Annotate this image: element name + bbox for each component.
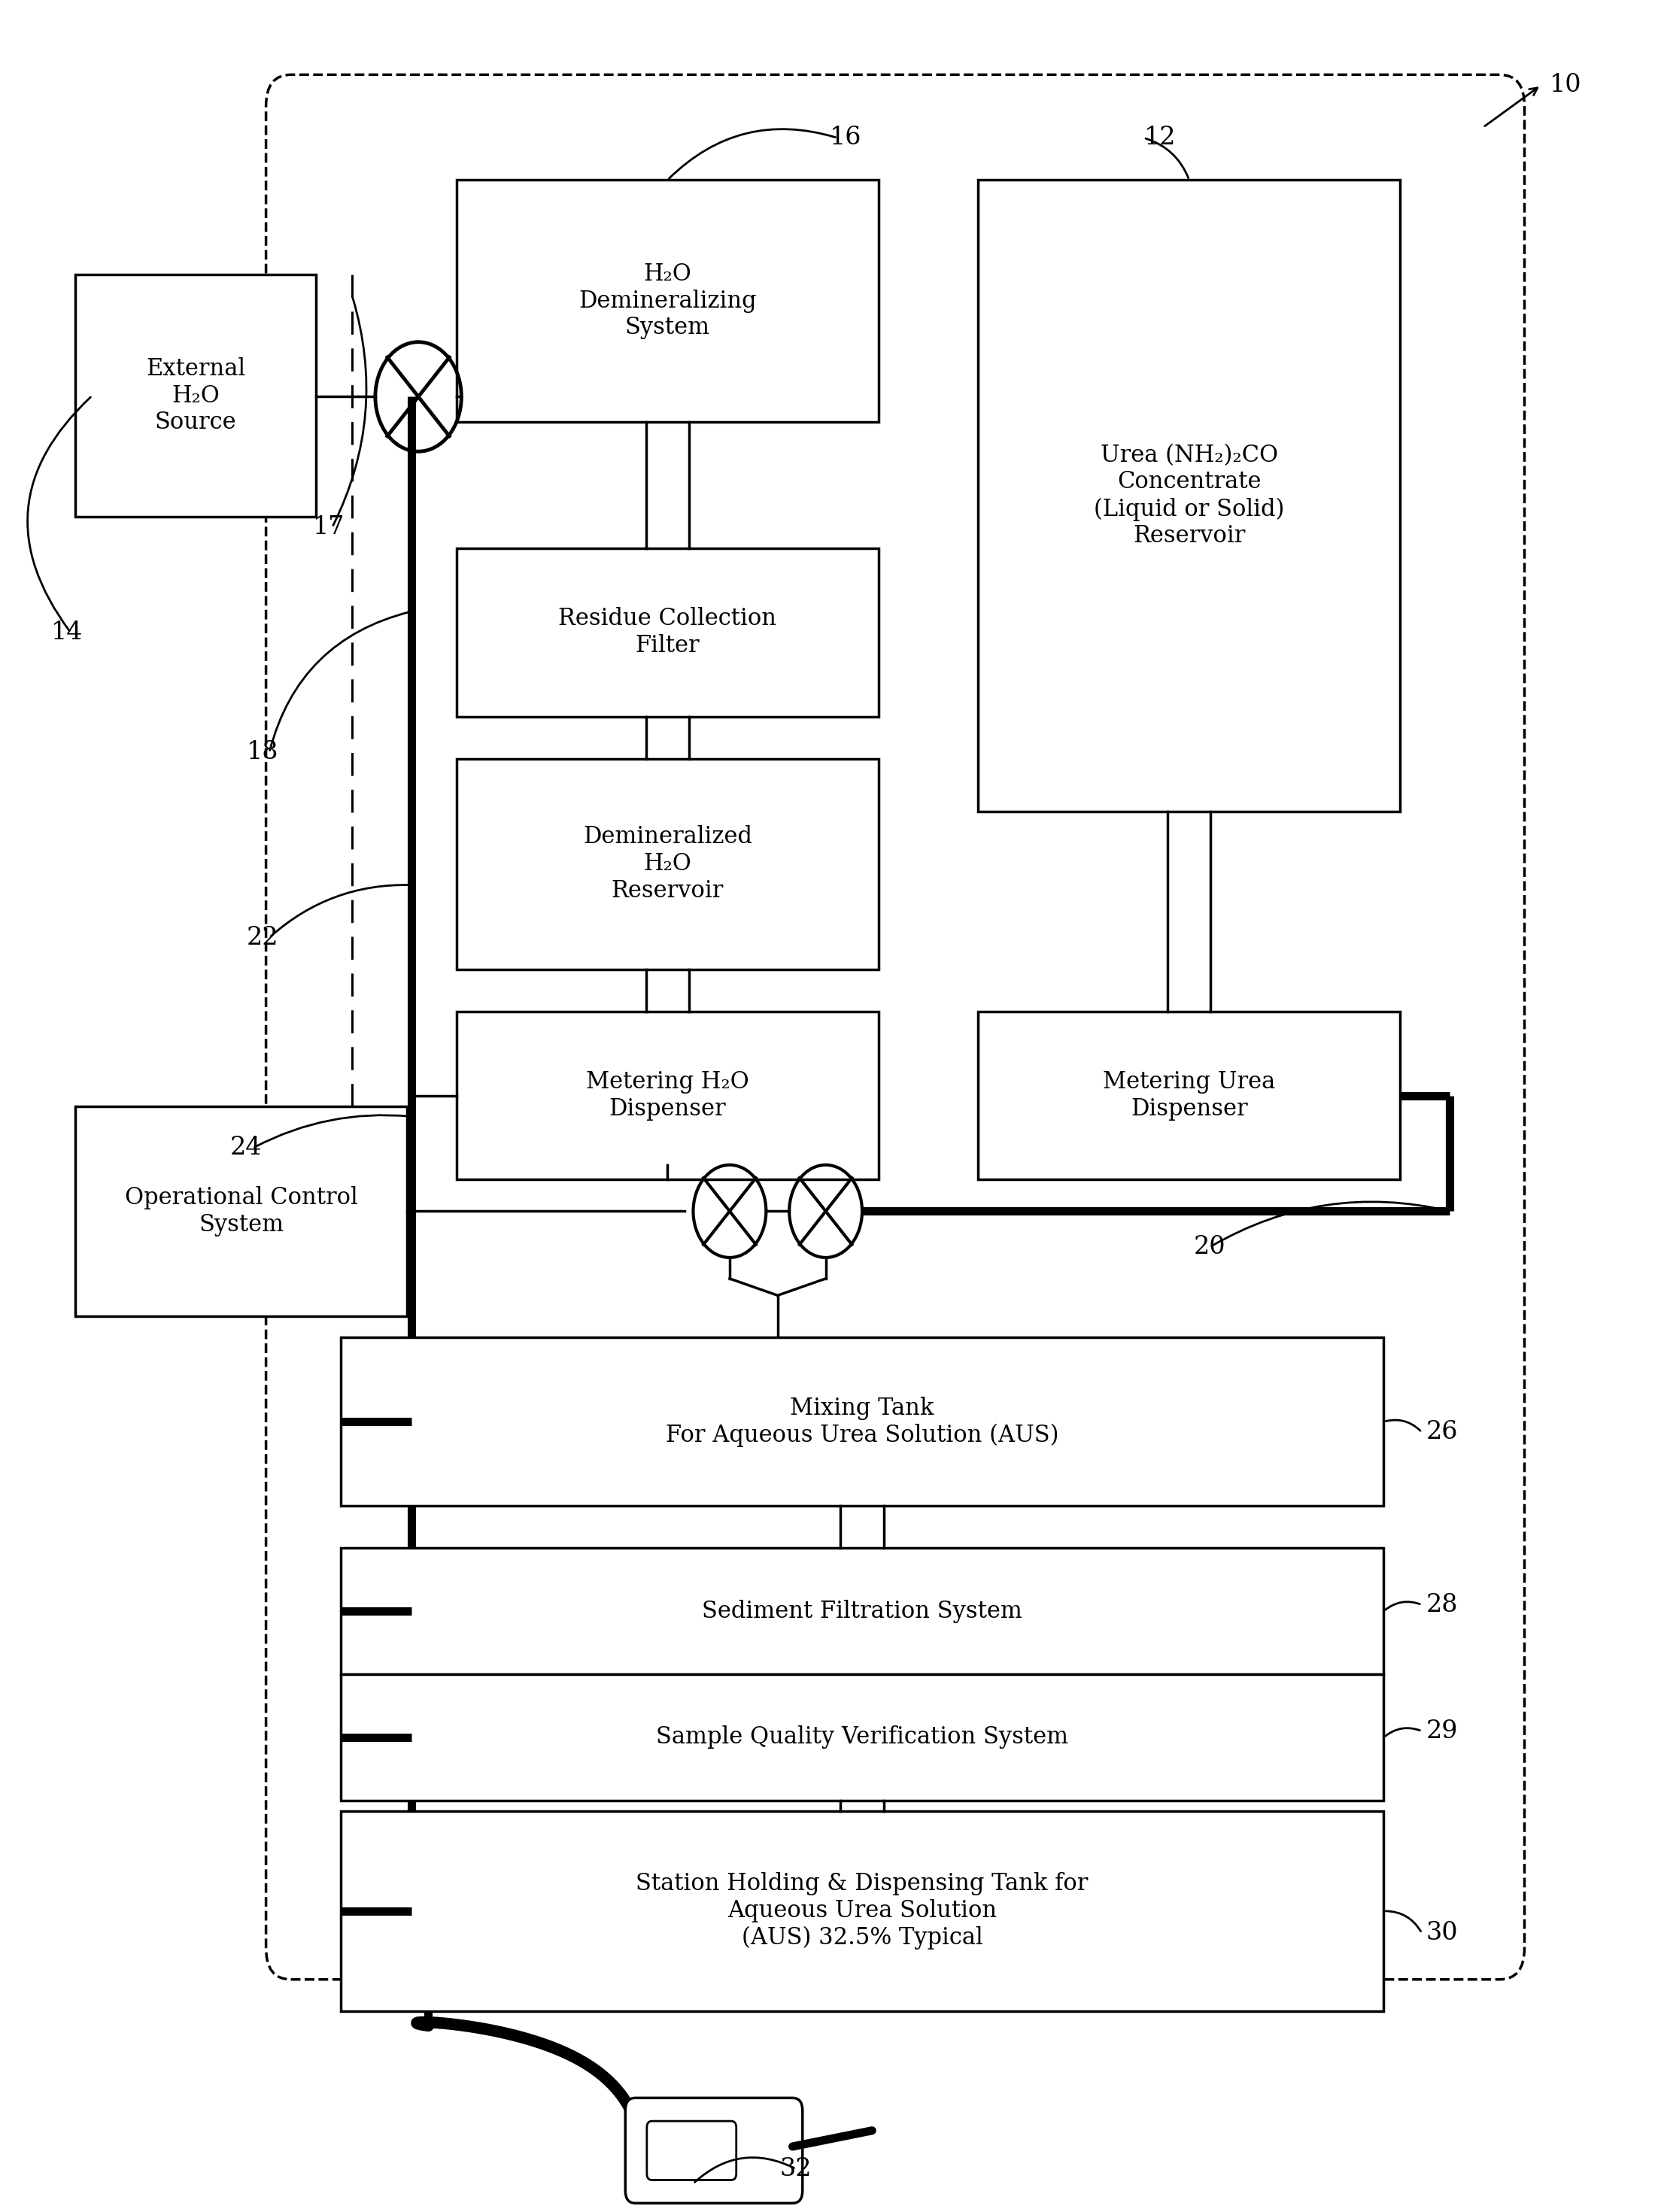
Text: 28: 28 xyxy=(1426,1593,1457,1617)
Text: Metering H₂O
Dispenser: Metering H₂O Dispenser xyxy=(585,1071,749,1121)
Text: 29: 29 xyxy=(1426,1719,1457,1743)
FancyArrowPatch shape xyxy=(270,885,410,936)
Text: 22: 22 xyxy=(247,925,279,949)
FancyArrowPatch shape xyxy=(1386,1601,1419,1610)
Text: Station Holding & Dispensing Tank for
Aqueous Urea Solution
(AUS) 32.5% Typical: Station Holding & Dispensing Tank for Aq… xyxy=(637,1871,1088,1949)
FancyBboxPatch shape xyxy=(456,549,879,717)
Text: Mixing Tank
For Aqueous Urea Solution (AUS): Mixing Tank For Aqueous Urea Solution (A… xyxy=(665,1396,1059,1447)
FancyBboxPatch shape xyxy=(625,2097,802,2203)
Text: 12: 12 xyxy=(1144,126,1176,150)
FancyBboxPatch shape xyxy=(456,179,879,422)
FancyArrowPatch shape xyxy=(1146,139,1189,177)
FancyBboxPatch shape xyxy=(76,1106,406,1316)
Text: 24: 24 xyxy=(230,1137,262,1159)
FancyBboxPatch shape xyxy=(647,2121,736,2181)
FancyArrowPatch shape xyxy=(333,299,366,524)
Text: Operational Control
System: Operational Control System xyxy=(124,1186,358,1237)
Text: Demineralized
H₂O
Reservoir: Demineralized H₂O Reservoir xyxy=(584,825,753,902)
Text: 18: 18 xyxy=(247,741,279,765)
FancyArrowPatch shape xyxy=(1386,1911,1421,1931)
FancyBboxPatch shape xyxy=(340,1812,1384,2011)
Text: External
H₂O
Source: External H₂O Source xyxy=(146,356,245,434)
Text: 17: 17 xyxy=(313,515,345,540)
FancyBboxPatch shape xyxy=(76,274,315,518)
Text: 30: 30 xyxy=(1426,1920,1457,1944)
FancyBboxPatch shape xyxy=(340,1548,1384,1674)
Text: Residue Collection
Filter: Residue Collection Filter xyxy=(559,608,776,657)
FancyArrowPatch shape xyxy=(1212,1201,1447,1245)
FancyBboxPatch shape xyxy=(456,1011,879,1179)
Text: Sediment Filtration System: Sediment Filtration System xyxy=(701,1599,1023,1624)
Text: 20: 20 xyxy=(1194,1234,1225,1259)
FancyArrowPatch shape xyxy=(270,613,410,750)
Text: 26: 26 xyxy=(1426,1420,1457,1444)
FancyBboxPatch shape xyxy=(340,1674,1384,1801)
FancyBboxPatch shape xyxy=(978,1011,1401,1179)
Text: 14: 14 xyxy=(51,619,83,644)
FancyArrowPatch shape xyxy=(255,1115,410,1148)
Text: H₂O
Demineralizing
System: H₂O Demineralizing System xyxy=(579,263,756,341)
Text: 32: 32 xyxy=(779,2157,812,2181)
FancyArrowPatch shape xyxy=(1386,1728,1419,1736)
FancyBboxPatch shape xyxy=(978,179,1401,812)
FancyArrowPatch shape xyxy=(28,398,91,630)
Text: Urea (NH₂)₂CO
Concentrate
(Liquid or Solid)
Reservoir: Urea (NH₂)₂CO Concentrate (Liquid or Sol… xyxy=(1094,442,1285,549)
FancyBboxPatch shape xyxy=(456,759,879,969)
Text: 10: 10 xyxy=(1550,73,1582,97)
FancyArrowPatch shape xyxy=(670,128,836,179)
FancyArrowPatch shape xyxy=(1386,1420,1421,1431)
FancyArrowPatch shape xyxy=(695,2157,794,2183)
FancyBboxPatch shape xyxy=(340,1338,1384,1506)
Text: Sample Quality Verification System: Sample Quality Verification System xyxy=(657,1725,1068,1750)
Text: 16: 16 xyxy=(829,126,862,150)
Text: Metering Urea
Dispenser: Metering Urea Dispenser xyxy=(1103,1071,1275,1121)
